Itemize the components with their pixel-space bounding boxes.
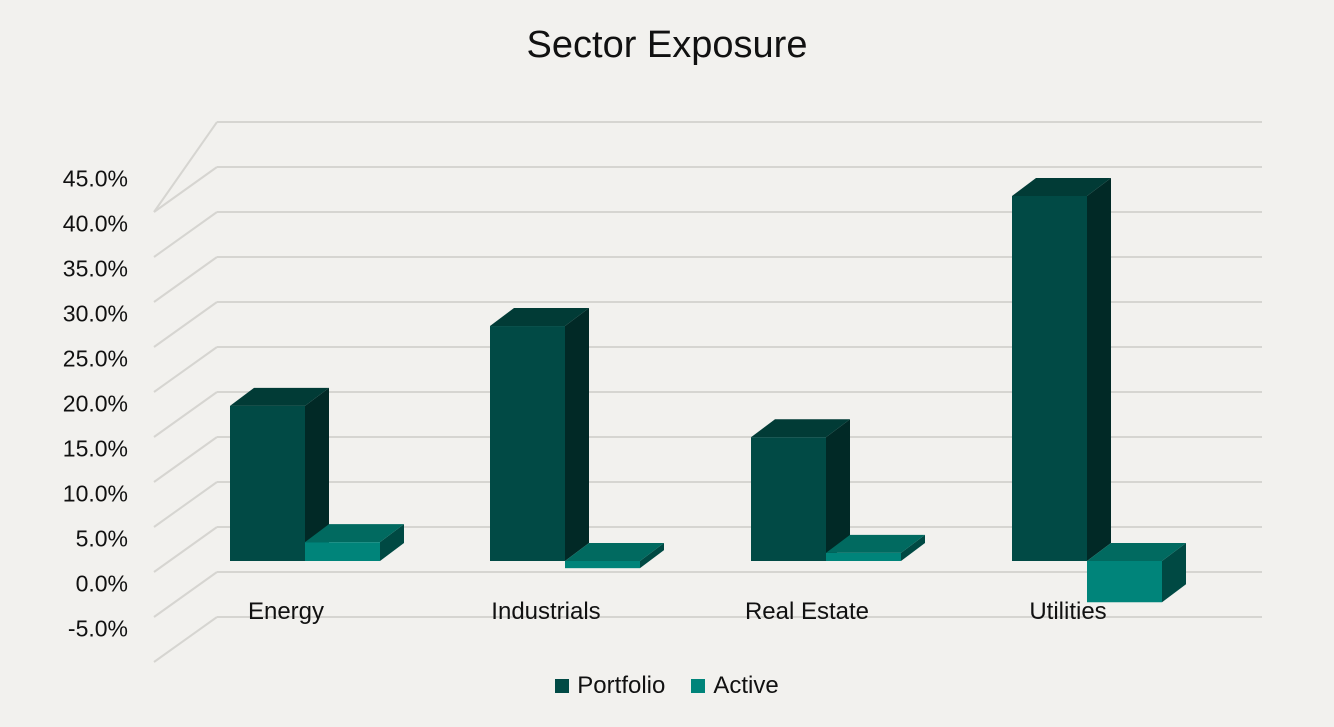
bar-portfolio-industrials bbox=[490, 308, 589, 561]
x-category-label: Utilities bbox=[1029, 598, 1106, 625]
side-gridline bbox=[153, 616, 218, 663]
bar-portfolio-energy bbox=[230, 387, 329, 561]
y-tick-label: 30.0% bbox=[63, 301, 128, 327]
side-gridline bbox=[153, 301, 218, 348]
legend-swatch-active bbox=[691, 679, 706, 693]
side-gridline bbox=[153, 121, 218, 213]
legend-label-portfolio: Portfolio bbox=[577, 672, 666, 699]
legend-swatch-portfolio bbox=[555, 679, 570, 693]
y-tick-label: 35.0% bbox=[63, 256, 128, 282]
bar-portfolio-real-estate bbox=[751, 419, 850, 561]
bar-active-industrials bbox=[565, 543, 664, 569]
y-tick-label: 45.0% bbox=[63, 166, 128, 192]
y-tick-label: 0.0% bbox=[76, 571, 128, 597]
x-axis-categories: Energy Industrials Real Estate Utilities bbox=[248, 598, 1107, 625]
y-tick-label: -5.0% bbox=[68, 616, 128, 642]
side-gridline bbox=[153, 346, 218, 393]
side-gridline bbox=[153, 256, 218, 303]
side-gridline bbox=[153, 526, 218, 573]
y-axis-ticks: -5.0% 0.0% 5.0% 10.0% 15.0% 20.0% 25.0% 30.0% 35… bbox=[63, 166, 128, 642]
y-tick-label: 25.0% bbox=[63, 346, 128, 372]
side-gridline bbox=[153, 571, 218, 618]
bars bbox=[230, 178, 1186, 603]
bar-portfolio-utilities bbox=[1012, 178, 1111, 561]
legend-item-portfolio: Portfolio bbox=[555, 672, 665, 700]
x-category-label: Real Estate bbox=[745, 598, 869, 625]
side-gridline bbox=[153, 436, 218, 483]
side-gridline bbox=[153, 166, 218, 213]
chart-title: Sector Exposure bbox=[526, 24, 808, 66]
y-tick-label: 10.0% bbox=[63, 481, 128, 507]
bar-active-real-estate bbox=[826, 534, 925, 561]
y-tick-label: 15.0% bbox=[63, 436, 128, 462]
x-category-label: Industrials bbox=[491, 598, 600, 625]
legend-item-active: Active bbox=[691, 672, 779, 700]
bar-active-energy bbox=[305, 524, 404, 561]
legend: Portfolio Active bbox=[0, 672, 1334, 700]
side-gridline bbox=[153, 481, 218, 528]
x-category-label: Energy bbox=[248, 598, 324, 625]
y-tick-label: 40.0% bbox=[63, 211, 128, 237]
y-tick-label: 5.0% bbox=[76, 526, 128, 552]
legend-label-active: Active bbox=[713, 672, 779, 699]
side-gridline bbox=[153, 211, 218, 258]
side-gridline bbox=[153, 391, 218, 438]
bar-active-utilities bbox=[1087, 543, 1186, 603]
y-tick-label: 20.0% bbox=[63, 391, 128, 417]
